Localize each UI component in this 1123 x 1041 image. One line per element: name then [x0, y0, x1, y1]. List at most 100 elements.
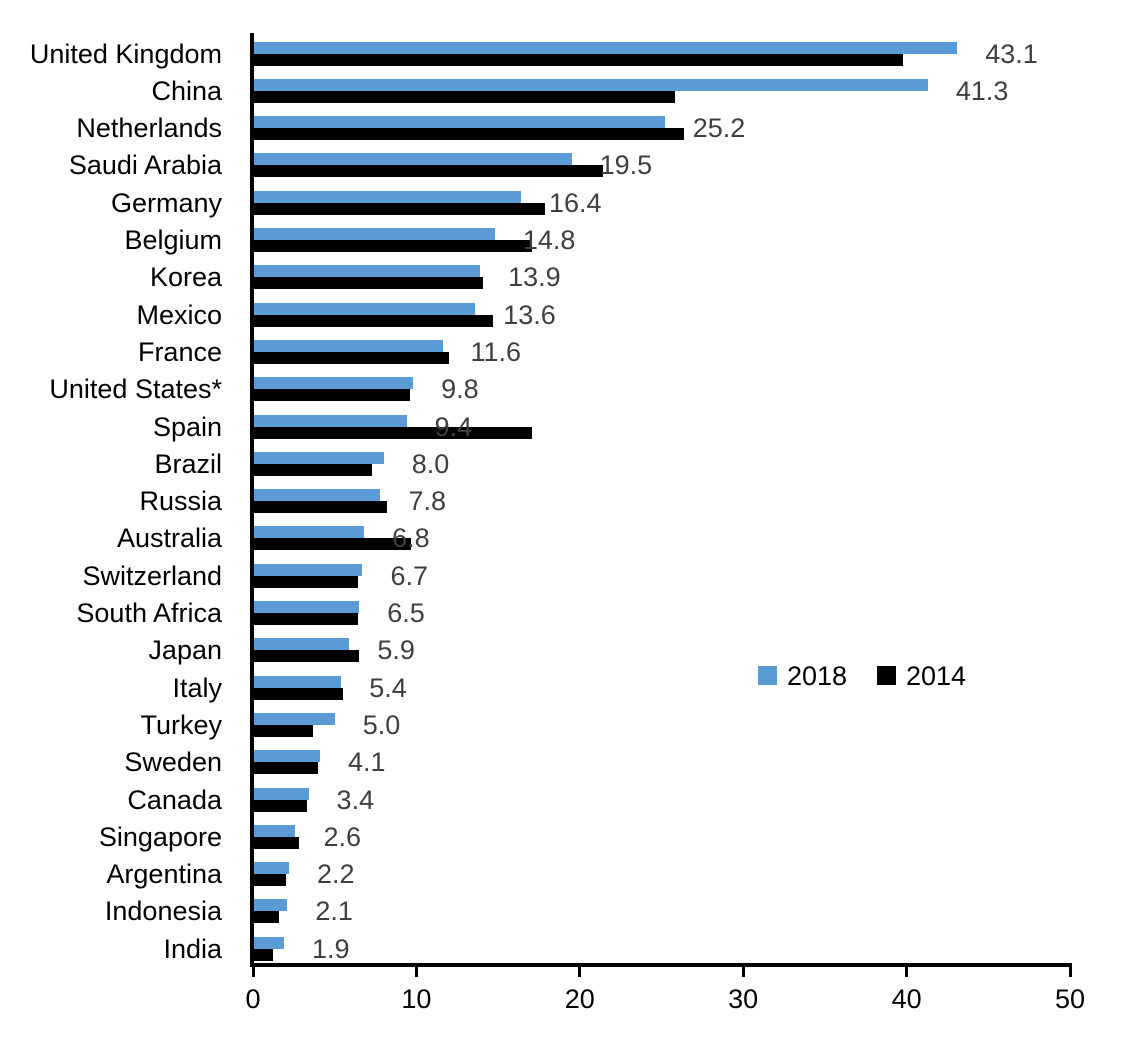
- bar-2018: [253, 750, 320, 763]
- bar-2018: [253, 601, 360, 613]
- y-axis-line: [250, 33, 254, 967]
- category-label: Canada: [127, 784, 222, 815]
- bar-2018: [253, 787, 309, 800]
- category-label: Belgium: [124, 225, 222, 255]
- value-label: 6.5: [387, 598, 425, 628]
- x-tick: [905, 967, 909, 977]
- bar-2014: [253, 836, 299, 849]
- bar-2018: [253, 489, 381, 502]
- bar-2018: [253, 414, 407, 427]
- bar-2014: [253, 911, 280, 924]
- value-label: 14.8: [522, 225, 576, 255]
- bar-2018: [253, 824, 296, 837]
- x-axis-line: [250, 963, 1072, 967]
- x-tick-label: 30: [728, 984, 759, 1014]
- bar-2014: [253, 351, 450, 364]
- bar-2014: [253, 202, 546, 215]
- bar-2014: [253, 613, 358, 625]
- value-label: 13.9: [508, 262, 561, 293]
- value-label: 9.4: [434, 411, 473, 442]
- legend-swatch-2014: [877, 666, 896, 685]
- bar-2018: [253, 936, 285, 949]
- value-label: 5.9: [377, 635, 415, 666]
- value-label: 25.2: [692, 113, 746, 144]
- bar-2014: [253, 389, 410, 402]
- category-label: Saudi Arabia: [68, 150, 222, 181]
- x-tick-label: 20: [564, 984, 595, 1014]
- bar-2018: [253, 190, 521, 203]
- bar-2018: [253, 153, 572, 166]
- value-label: 2.2: [316, 859, 355, 890]
- bar-2018: [253, 228, 495, 240]
- bar-2014: [253, 687, 343, 700]
- bar-2018: [253, 526, 365, 539]
- bar-2014: [253, 575, 358, 588]
- bar-2018: [253, 78, 928, 91]
- bar-2014: [253, 277, 484, 290]
- category-label: Japan: [148, 635, 222, 666]
- category-label: Netherlands: [76, 113, 222, 144]
- bar-2014: [253, 724, 314, 737]
- category-label: Brazil: [154, 448, 222, 479]
- bar-2018: [253, 451, 384, 464]
- legend-label-2018: 2018: [787, 661, 848, 691]
- x-tick: [414, 967, 418, 977]
- bar-2018: [253, 377, 414, 390]
- bar-2018: [253, 339, 443, 352]
- category-label: Russia: [139, 486, 222, 517]
- bar-2014: [253, 314, 494, 327]
- x-tick: [1068, 967, 1072, 977]
- category-label: Germany: [110, 187, 222, 218]
- category-label: France: [137, 336, 222, 367]
- bar-2018: [253, 302, 476, 315]
- category-label: United Kingdom: [29, 38, 222, 69]
- bar-2018: [253, 41, 958, 54]
- value-label: 11.6: [470, 336, 522, 367]
- bar-2014: [253, 948, 273, 961]
- value-label: 2.6: [323, 821, 362, 852]
- bar-2018: [253, 265, 481, 278]
- legend-swatch-2018: [758, 666, 777, 685]
- value-label: 41.3: [955, 75, 1009, 106]
- value-label: 43.1: [985, 38, 1038, 69]
- category-label: Korea: [149, 262, 222, 293]
- value-label: 9.8: [441, 374, 479, 405]
- x-tick: [741, 967, 745, 977]
- x-tick-label: 10: [401, 984, 432, 1014]
- bar-2018: [253, 862, 289, 875]
- category-label: Singapore: [98, 821, 222, 852]
- category-label: United States*: [49, 374, 222, 405]
- x-tick-label: 0: [245, 984, 261, 1014]
- value-label: 8.0: [411, 448, 450, 479]
- x-tick: [578, 967, 582, 977]
- bar-2014: [253, 463, 373, 476]
- bar-2018: [253, 675, 342, 688]
- value-label: 6.8: [392, 523, 430, 554]
- bar-2014: [253, 762, 319, 775]
- bar-2014: [253, 799, 307, 812]
- value-label: 19.5: [599, 150, 653, 181]
- bar-2018: [253, 712, 335, 725]
- bar-2014: [253, 53, 904, 66]
- value-label: 1.9: [312, 933, 350, 964]
- category-label: Switzerland: [82, 560, 222, 591]
- category-label: Turkey: [140, 709, 222, 740]
- value-label: 6.7: [390, 560, 429, 591]
- bar-2014: [253, 874, 286, 887]
- category-label: South Africa: [76, 598, 222, 628]
- value-label: 16.4: [548, 187, 602, 218]
- bar-2014: [253, 128, 685, 141]
- legend-label-2014: 2014: [906, 661, 967, 691]
- value-label: 13.6: [503, 299, 556, 330]
- bar-2018: [253, 563, 363, 576]
- value-label: 7.8: [408, 486, 446, 517]
- x-tick: [251, 967, 255, 977]
- x-tick-label: 40: [891, 984, 922, 1014]
- bar-2014: [253, 165, 603, 178]
- value-label: 5.0: [362, 709, 401, 740]
- category-label: China: [151, 75, 222, 106]
- bar-2014: [253, 538, 412, 551]
- bar-2014: [253, 90, 675, 103]
- bar-2014: [253, 240, 533, 252]
